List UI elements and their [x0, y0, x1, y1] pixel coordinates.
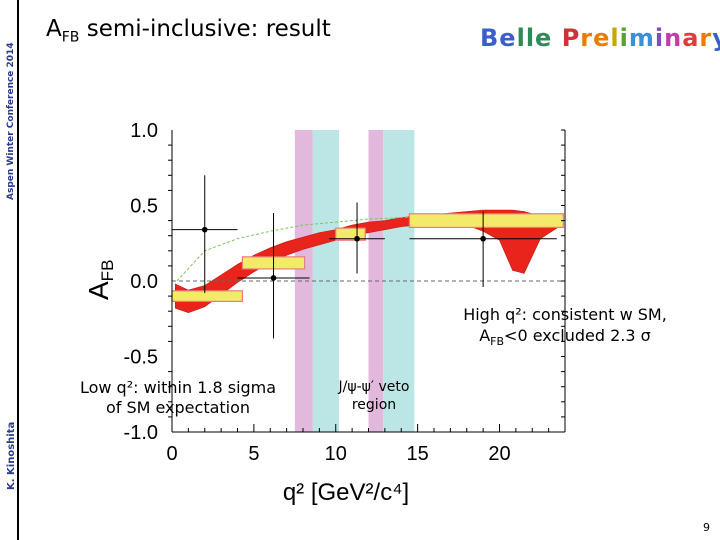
- prelim-letter: e: [535, 24, 553, 52]
- guide-curve: [176, 215, 566, 282]
- side-divider-line: [17, 0, 19, 540]
- y-tick-label: -0.5: [124, 347, 158, 369]
- prelim-letter: i: [619, 24, 629, 52]
- note-high-line1: High q²: consistent w SM,: [463, 305, 667, 324]
- page-number: 9: [703, 521, 710, 534]
- note-high-tail: <0 excluded 2.3 σ: [504, 326, 651, 345]
- prelim-letter: P: [561, 24, 581, 52]
- x-tick-label: 10: [325, 443, 347, 465]
- prelim-letter: e: [593, 24, 611, 52]
- prelim-letter: e: [499, 24, 517, 52]
- axes: [168, 129, 566, 433]
- sm-bin-box-1: [171, 290, 244, 302]
- note-veto-region: J/ψ-ψ′ veto region: [318, 378, 430, 414]
- tick-labels: -1.0 -0.5 0.0 0.5 1.0 0 5 10 15 20: [124, 120, 511, 465]
- y-axis-label-sub: FB: [98, 260, 117, 282]
- note-veto-line1: J/ψ-ψ′ veto: [338, 379, 410, 395]
- x-axis-label: q² [GeV²/c⁴]: [283, 479, 409, 506]
- sm-bin-box-4: [408, 213, 564, 228]
- note-low-q2: Low q²: within 1.8 sigma of SM expectati…: [58, 378, 298, 418]
- note-low-line1: Low q²: within 1.8 sigma: [79, 378, 277, 397]
- note-low-line2: of SM expectation: [105, 398, 251, 417]
- y-axis-label-main: A: [83, 281, 114, 300]
- x-tick-label: 0: [166, 443, 177, 465]
- note-high-q2: High q²: consistent w SM, AFB<0 excluded…: [430, 304, 700, 352]
- prelim-letter: l: [525, 24, 536, 52]
- title-main: A: [46, 16, 62, 42]
- prelim-letter: m: [628, 24, 655, 52]
- x-tick-label: 5: [248, 443, 259, 465]
- y-tick-label: 1.0: [130, 120, 158, 142]
- belle-preliminary-label: Belle Preliminary: [480, 24, 720, 52]
- data-points: [172, 175, 557, 339]
- prelim-letter: l: [516, 24, 526, 52]
- prelim-letter: r: [699, 24, 713, 52]
- data-point-2: [270, 275, 277, 281]
- slide-title: AFB semi-inclusive: result: [46, 16, 331, 46]
- note-high-afb-sub: FB: [490, 335, 505, 349]
- data-point-4: [480, 235, 486, 242]
- note-high-line2: AFB<0 excluded 2.3 σ: [430, 325, 700, 352]
- note-high-afb: A: [479, 326, 491, 345]
- veto-region-1: [294, 130, 313, 432]
- x-tick-label: 20: [488, 443, 510, 465]
- data-point-1: [201, 226, 208, 233]
- y-tick-label: 0.5: [130, 196, 158, 218]
- y-tick-label: 0.0: [130, 271, 158, 293]
- prelim-letter: B: [480, 24, 500, 52]
- title-rest: semi-inclusive: result: [79, 16, 331, 42]
- prelim-letter: n: [664, 24, 683, 52]
- y-tick-label: -1.0: [124, 422, 158, 444]
- data-point-3: [354, 235, 360, 242]
- y-axis-label: AFB: [83, 260, 117, 300]
- prelim-letter: r: [580, 24, 594, 52]
- prelim-letter: y: [712, 24, 720, 52]
- prelim-letter: l: [610, 24, 620, 52]
- x-tick-label: 15: [407, 443, 429, 465]
- guide-curve-group: [176, 215, 566, 282]
- note-veto-line2: region: [351, 397, 397, 413]
- title-subscript: FB: [61, 29, 80, 46]
- prelim-letter: a: [682, 24, 700, 52]
- prelim-letter: i: [654, 24, 665, 52]
